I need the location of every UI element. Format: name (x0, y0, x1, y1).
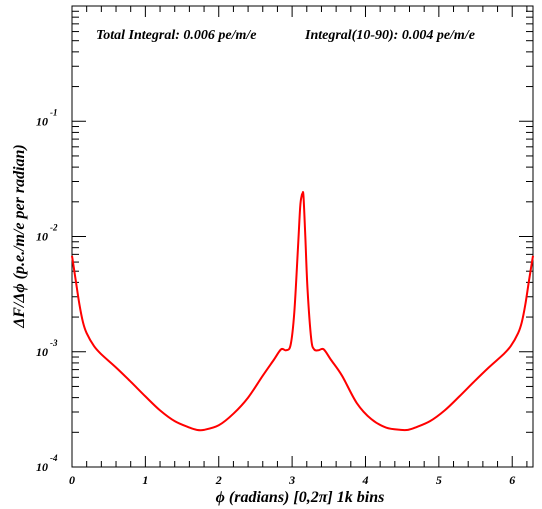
series-line (71, 191, 534, 432)
x-axis-label: ϕ (radians) [0,2π] 1k bins (216, 489, 385, 506)
y-tick-label: 10-4 (36, 453, 58, 474)
y-tick-label-exponent: -4 (50, 453, 58, 463)
y-tick-label: 10-3 (36, 338, 58, 359)
y-tick-label: 10-2 (36, 223, 58, 244)
x-tick-label: 6 (509, 473, 515, 487)
y-tick-label-base: 10 (36, 230, 48, 244)
y-tick-label-base: 10 (36, 460, 48, 474)
annotation-integral-10-90: Integral(10-90): 0.004 pe/m/e (304, 28, 475, 43)
plot-frame (71, 5, 534, 468)
tick-marks (71, 6, 533, 468)
y-axis-label: ΔF/Δϕ (p.e./m/e per radian) (11, 144, 28, 329)
x-tick-labels: 0 1 2 3 4 5 6 (69, 473, 515, 487)
y-tick-label: 10-1 (36, 107, 58, 128)
y-tick-label-exponent: -2 (50, 223, 58, 233)
y-tick-label-exponent: -1 (50, 107, 58, 117)
y-tick-labels: 10-410-310-210-1 (36, 107, 58, 474)
x-tick-label: 2 (215, 473, 222, 487)
annotation-total-integral: Total Integral: 0.006 pe/m/e (96, 28, 256, 43)
y-tick-label-base: 10 (36, 345, 48, 359)
x-tick-label: 5 (436, 473, 442, 487)
x-tick-label: 4 (361, 473, 368, 487)
x-tick-label: 0 (69, 473, 75, 487)
x-tick-label: 1 (142, 473, 148, 487)
x-tick-label: 3 (288, 473, 295, 487)
y-tick-label-base: 10 (36, 114, 48, 128)
y-tick-label-exponent: -3 (50, 338, 58, 348)
